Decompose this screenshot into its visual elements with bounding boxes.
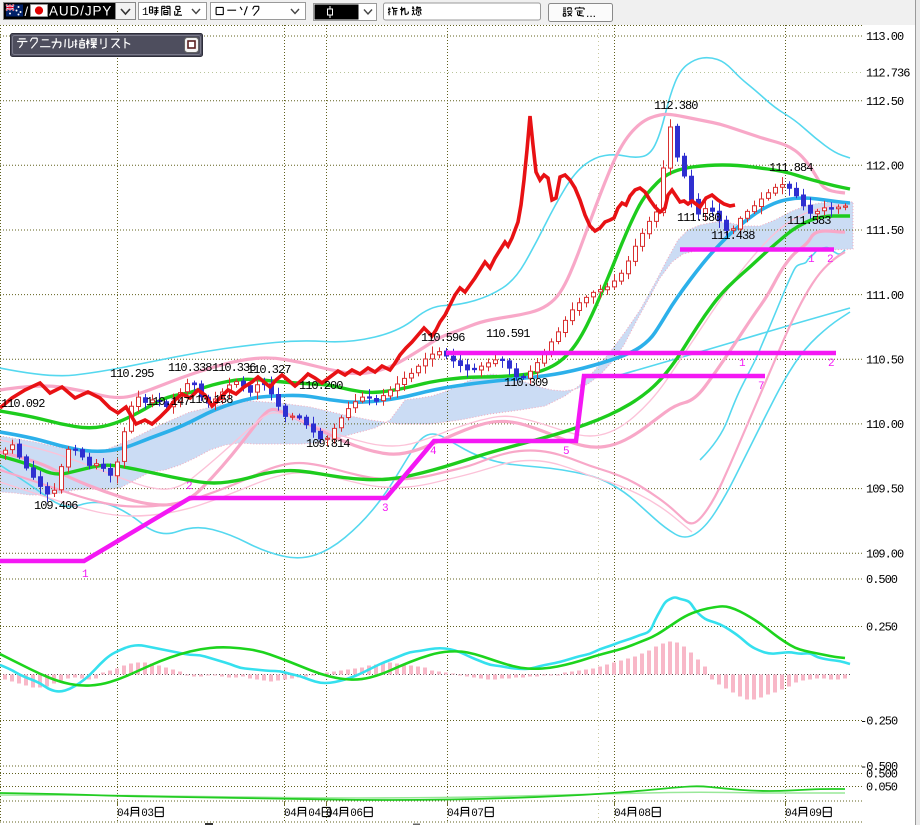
svg-text:AUD/JPY: AUD/JPY [49,4,112,19]
svg-text:111.50: 111.50 [866,224,904,238]
svg-text:1: 1 [142,7,149,19]
svg-text:110.338: 110.338 [168,361,212,375]
svg-text:110.596: 110.596 [421,331,465,345]
svg-text:109.406: 109.406 [34,499,78,513]
svg-text:7: 7 [758,381,765,393]
svg-text:111.580: 111.580 [677,211,721,225]
svg-text:08: 08 [638,808,650,820]
svg-text:110.092: 110.092 [1,397,45,411]
svg-text:04: 04 [308,808,321,820]
svg-text:109.50: 109.50 [866,483,904,497]
svg-text:0.500: 0.500 [866,768,898,782]
svg-text:111.438: 111.438 [711,229,755,243]
svg-text:04: 04 [447,808,460,820]
svg-text:110.327: 110.327 [247,363,291,377]
svg-text:111.884: 111.884 [769,161,813,175]
svg-text:0.250: 0.250 [866,621,898,635]
svg-text:110.295: 110.295 [110,367,154,381]
svg-text:-0.250: -0.250 [860,715,898,729]
svg-text:112.380: 112.380 [654,99,698,113]
svg-text:1: 1 [739,358,746,370]
svg-text:110.591: 110.591 [486,327,530,341]
svg-text:1: 1 [808,254,815,266]
svg-text:04: 04 [326,808,339,820]
svg-text:0.500: 0.500 [866,573,898,587]
svg-text:-0.500: -0.500 [860,760,898,774]
svg-text:0.050: 0.050 [866,781,898,795]
svg-text:110.50: 110.50 [866,353,904,367]
svg-text:04: 04 [284,808,297,820]
svg-text:109.00: 109.00 [866,547,904,561]
svg-text:/: / [25,4,29,19]
svg-text:110.336: 110.336 [212,361,256,375]
svg-text:110.309: 110.309 [504,376,548,390]
svg-text:111.583: 111.583 [787,214,831,228]
svg-text:2: 2 [827,254,834,266]
svg-text:112.50: 112.50 [866,95,904,109]
svg-text:...: ... [586,6,596,20]
svg-text:5: 5 [563,446,570,458]
svg-text:110.00: 110.00 [866,418,904,432]
svg-text:109.814: 109.814 [306,437,350,451]
svg-text:2: 2 [828,358,835,370]
svg-text:113.00: 113.00 [866,30,904,44]
svg-text:110.147: 110.147 [146,395,190,409]
svg-text:112.00: 112.00 [866,160,904,174]
svg-text:111.00: 111.00 [866,289,904,303]
svg-text:04: 04 [117,808,130,820]
svg-text:06: 06 [350,808,362,820]
svg-text:110.200: 110.200 [299,379,343,393]
svg-text:1: 1 [82,569,89,581]
svg-text:03: 03 [141,808,153,820]
svg-text:4: 4 [430,446,437,458]
svg-text:07: 07 [471,808,483,820]
svg-text:09: 09 [809,808,821,820]
svg-text:3: 3 [382,503,389,515]
svg-text:112.736: 112.736 [866,67,910,81]
svg-text:04: 04 [785,808,798,820]
svg-text:2: 2 [186,481,193,493]
svg-text:04: 04 [614,808,627,820]
svg-text:110.158: 110.158 [189,393,233,407]
